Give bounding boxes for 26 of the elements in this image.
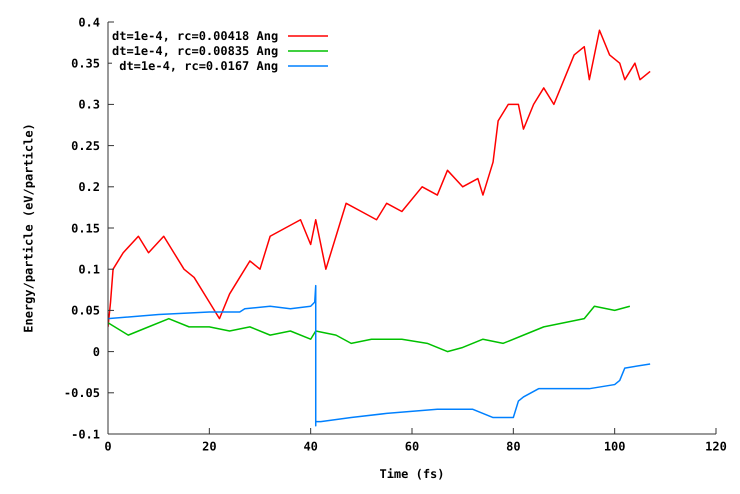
x-tick-label: 0 xyxy=(104,440,112,454)
y-tick-label: 0.25 xyxy=(71,138,100,153)
y-tick-label: 0.2 xyxy=(78,180,100,194)
y-tick-label: -0.1 xyxy=(71,427,100,442)
y-tick-label: 0.1 xyxy=(78,262,100,276)
x-tick-label: 20 xyxy=(202,440,217,454)
x-tick-label: 40 xyxy=(303,440,318,454)
x-tick-label: 60 xyxy=(404,440,420,454)
x-tick-label: 80 xyxy=(506,440,521,454)
y-tick-label: 0 xyxy=(92,344,100,359)
legend-label: dt=1e-4, rc=0.00835 Ang xyxy=(112,44,278,58)
x-axis-title: Time (fs) xyxy=(379,467,445,481)
line-series xyxy=(108,284,651,427)
y-tick-label: 0.15 xyxy=(71,221,100,236)
y-tick-label: -0.05 xyxy=(64,386,100,400)
y-tick-label: 0.05 xyxy=(71,304,100,318)
x-tick-label: 100 xyxy=(604,440,626,454)
legend-label: dt=1e-4, rc=0.0167 Ang xyxy=(119,58,278,72)
y-tick-label: 0.35 xyxy=(71,56,100,70)
y-tick-label: 0.3 xyxy=(78,98,100,112)
x-tick-label: 120 xyxy=(705,440,727,454)
line-series xyxy=(108,29,651,328)
y-tick-label: 0.4 xyxy=(78,15,100,30)
legend-label: dt=1e-4, rc=0.00418 Ang xyxy=(112,28,278,42)
y-axis-title: Energy/particle (eV/particle) xyxy=(21,123,36,333)
line-series xyxy=(108,306,631,352)
